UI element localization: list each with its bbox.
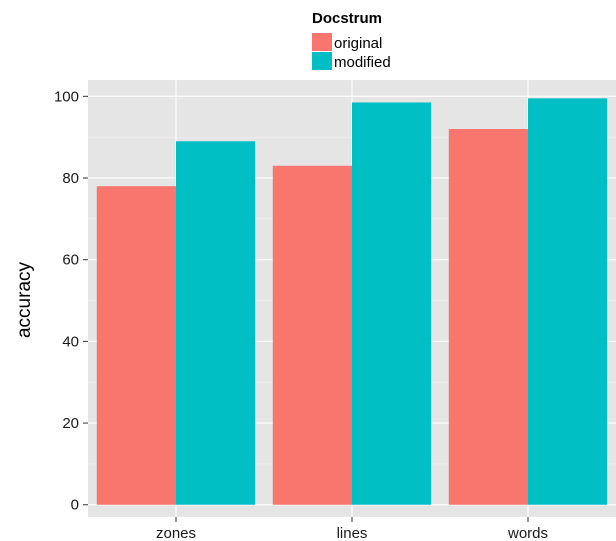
x-tick-label: lines xyxy=(337,525,368,541)
x-tick-label: words xyxy=(507,525,548,541)
y-axis-title: accuracy xyxy=(14,261,35,338)
y-axis: 0 20 40 60 80 100 xyxy=(54,88,88,514)
legend: Docstrum original modified xyxy=(312,10,391,71)
legend-title: Docstrum xyxy=(312,10,382,27)
legend-label-original: original xyxy=(334,35,382,52)
y-tick-label: 40 xyxy=(62,333,79,350)
y-tick-label: 60 xyxy=(62,252,79,269)
y-tick-label: 80 xyxy=(62,170,79,187)
x-tick-label: zones xyxy=(156,525,196,541)
bar-modified-words xyxy=(528,98,608,505)
y-tick-label: 100 xyxy=(54,88,79,105)
x-axis: zones lines words xyxy=(156,517,548,541)
bars xyxy=(96,98,608,505)
legend-key-modified xyxy=(312,52,332,70)
legend-key-original xyxy=(312,33,332,51)
y-tick-label: 20 xyxy=(62,415,79,432)
bar-original-words xyxy=(448,129,528,505)
legend-label-modified: modified xyxy=(334,54,391,71)
y-tick-label: 0 xyxy=(71,497,79,514)
bar-original-zones xyxy=(96,186,176,505)
bar-modified-zones xyxy=(176,141,256,505)
bar-modified-lines xyxy=(352,102,432,505)
bar-original-lines xyxy=(272,165,352,505)
